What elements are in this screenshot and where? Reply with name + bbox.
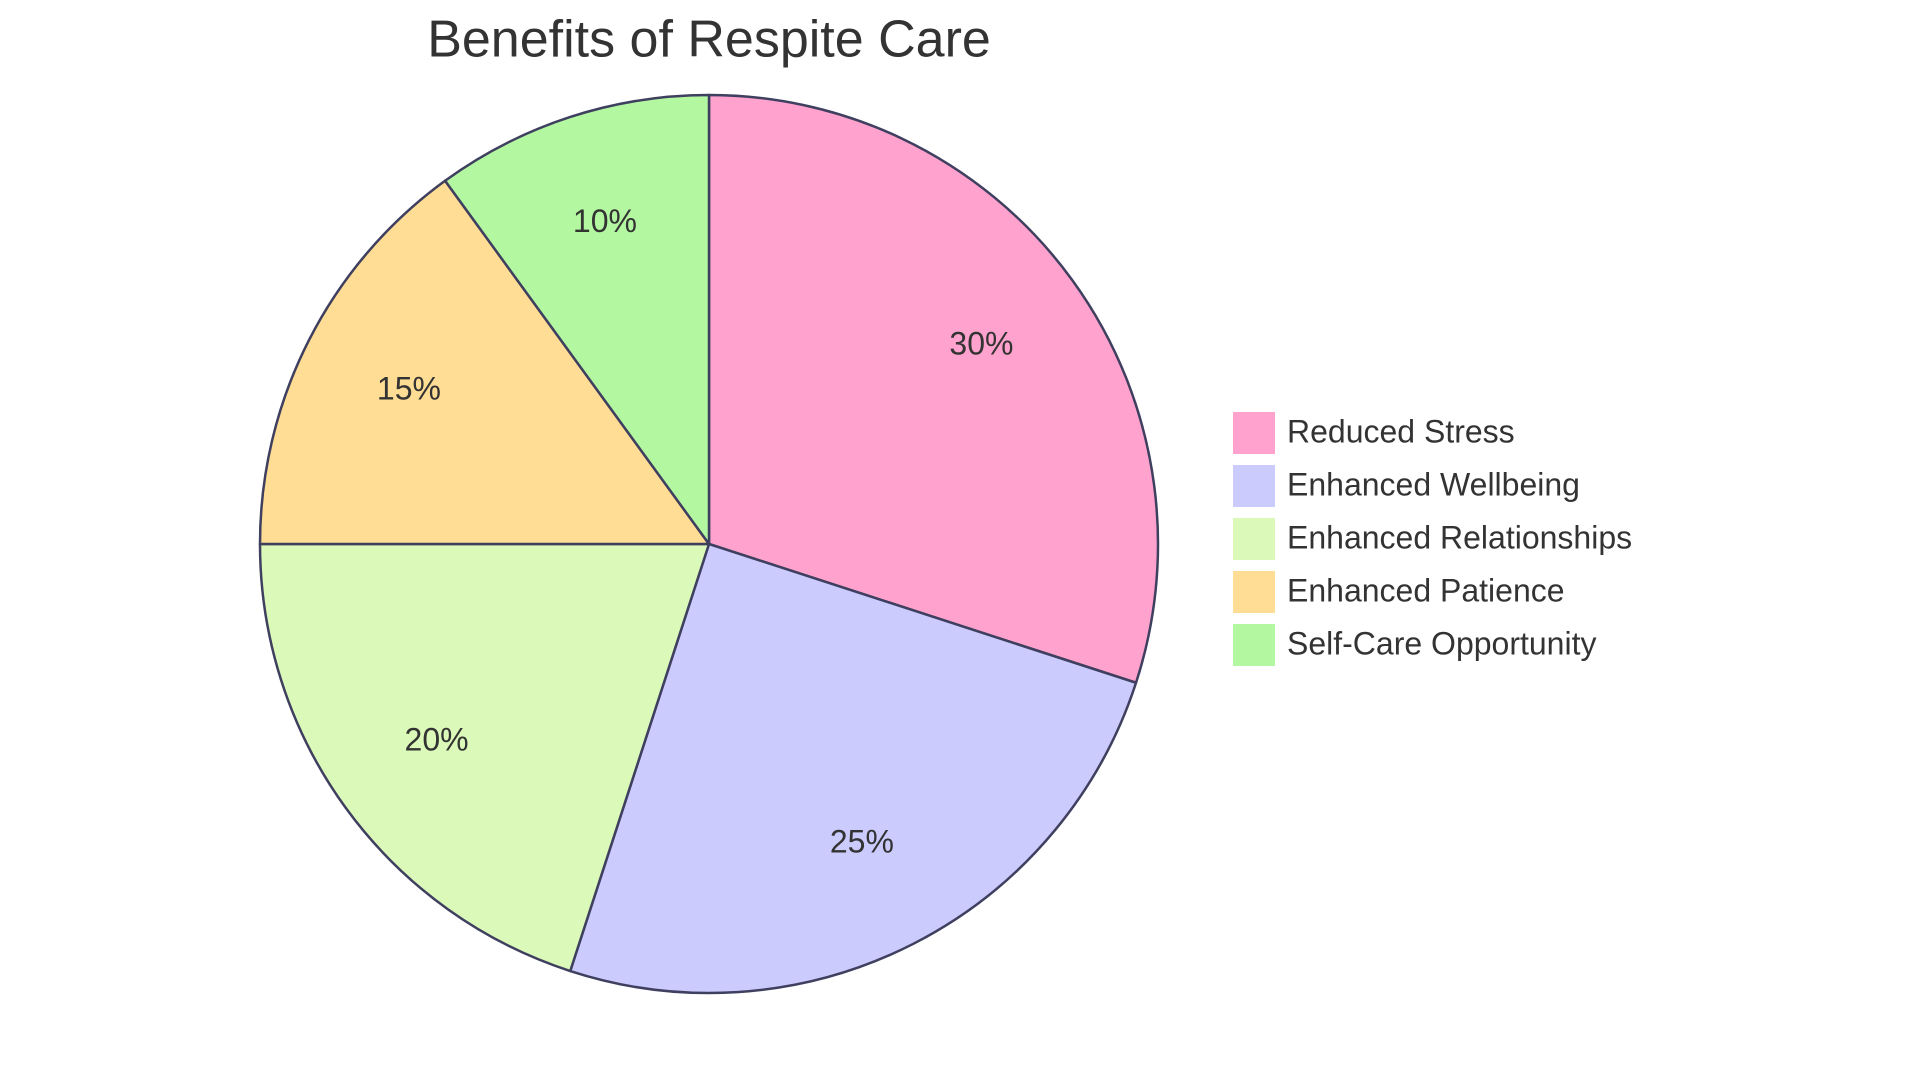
legend-swatch bbox=[1231, 463, 1277, 509]
pie-slice bbox=[569, 542, 1138, 995]
slice-label: 25% bbox=[830, 823, 894, 859]
legend-label: Enhanced Relationships bbox=[1287, 519, 1632, 555]
pie-slice bbox=[258, 542, 711, 973]
pie-slice bbox=[707, 93, 1160, 684]
legend-label: Self-Care Opportunity bbox=[1287, 625, 1596, 661]
slice-label: 15% bbox=[377, 371, 441, 407]
pie-slice bbox=[443, 93, 711, 546]
slice-label: 20% bbox=[405, 721, 469, 757]
legend-label: Reduced Stress bbox=[1287, 413, 1515, 449]
pie-slice bbox=[258, 179, 711, 546]
legend-swatch bbox=[1231, 410, 1277, 456]
chart-title: Benefits of Respite Care bbox=[427, 11, 991, 69]
legend-swatch bbox=[1231, 516, 1277, 562]
legend-swatch bbox=[1231, 622, 1277, 668]
legend-label: Enhanced Wellbeing bbox=[1287, 466, 1580, 502]
legend-swatch bbox=[1231, 569, 1277, 615]
slice-label: 10% bbox=[573, 203, 637, 239]
legend-label: Enhanced Patience bbox=[1287, 572, 1565, 608]
slice-label: 30% bbox=[949, 326, 1013, 362]
